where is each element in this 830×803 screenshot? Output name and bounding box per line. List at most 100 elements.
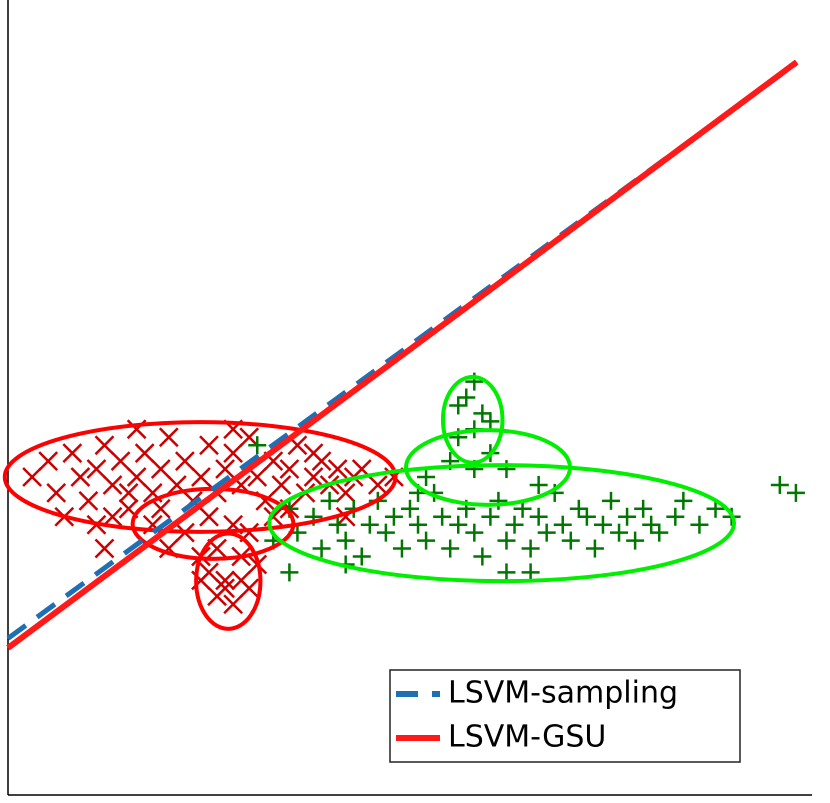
covariance-ellipse: [2, 420, 398, 534]
point: [320, 491, 339, 510]
point: [449, 515, 468, 534]
point: [247, 467, 268, 487]
point: [102, 506, 123, 527]
point: [312, 539, 331, 558]
point: [94, 435, 115, 456]
point: [102, 475, 123, 495]
point: [392, 539, 411, 558]
marker-stroke: [199, 506, 219, 527]
marker-stroke: [118, 483, 139, 503]
legend-box: [389, 669, 741, 763]
point: [360, 515, 379, 534]
point: [553, 515, 572, 534]
point: [401, 499, 419, 518]
point: [38, 451, 59, 471]
marker-stroke: [142, 483, 163, 503]
point: [602, 491, 620, 510]
marker-stroke: [303, 467, 324, 487]
point: [70, 467, 91, 487]
point: [328, 515, 347, 534]
point: [303, 443, 324, 464]
point: [118, 483, 139, 503]
point: [481, 412, 500, 431]
point: [248, 436, 267, 455]
point: [465, 523, 484, 542]
point: [126, 467, 147, 487]
marker-stroke: [166, 475, 187, 495]
marker-stroke: [158, 538, 179, 559]
marker-stroke: [255, 490, 276, 511]
point: [22, 467, 43, 487]
covariance-ellipse: [194, 531, 263, 631]
marker-stroke: [150, 459, 171, 479]
point: [279, 459, 300, 479]
point: [336, 531, 355, 550]
point: [110, 451, 131, 471]
point: [626, 531, 645, 550]
marker-stroke: [199, 435, 219, 456]
point: [433, 507, 452, 526]
marker-stroke: [150, 498, 171, 519]
marker-stroke: [351, 459, 372, 479]
covariance-ellipse: [267, 463, 737, 584]
point: [150, 498, 171, 519]
marker-stroke: [94, 538, 115, 559]
legend-label: LSVM-GSU: [448, 720, 606, 755]
point: [239, 578, 260, 599]
point: [158, 427, 179, 448]
point: [303, 467, 324, 487]
point: [215, 570, 235, 591]
point: [529, 475, 548, 494]
marker-stroke: [78, 490, 99, 511]
point: [335, 483, 356, 503]
point: [569, 499, 588, 518]
marker-stroke: [126, 467, 147, 487]
point: [327, 459, 348, 479]
point: [449, 396, 468, 415]
point: [674, 491, 693, 510]
marker-stroke: [86, 459, 107, 479]
point: [537, 523, 556, 542]
point: [409, 515, 428, 534]
point: [384, 507, 403, 526]
marker-stroke: [223, 443, 244, 464]
point: [94, 538, 115, 559]
point: [642, 515, 661, 534]
marker-stroke: [134, 443, 155, 464]
point: [473, 404, 492, 423]
point: [215, 578, 235, 599]
point: [441, 539, 460, 558]
point: [86, 459, 107, 479]
marker-stroke: [38, 451, 59, 471]
covariance-ellipse: [440, 374, 505, 465]
marker-stroke: [158, 427, 179, 448]
point: [497, 563, 516, 582]
legend-label: LSVM-sampling: [448, 676, 678, 711]
marker-stroke: [327, 459, 348, 479]
point: [634, 499, 653, 518]
point: [78, 490, 99, 511]
covariance-ellipse: [403, 428, 572, 507]
point: [62, 443, 83, 464]
marker-stroke: [110, 451, 131, 471]
point: [666, 507, 685, 526]
point: [199, 506, 219, 527]
marker-stroke: [62, 443, 83, 464]
point: [610, 523, 629, 542]
point: [473, 547, 492, 566]
point: [150, 459, 171, 479]
marker-stroke: [207, 538, 227, 559]
point: [690, 515, 709, 534]
point: [199, 435, 219, 456]
marker-stroke: [287, 435, 308, 456]
marker-stroke: [215, 578, 235, 599]
marker-stroke: [118, 498, 139, 519]
marker-stroke: [367, 475, 388, 495]
point: [46, 483, 67, 503]
point: [786, 483, 805, 502]
point: [367, 475, 388, 495]
decision-line: [6, 59, 799, 651]
marker-stroke: [271, 475, 292, 495]
marker-stroke: [239, 578, 260, 599]
